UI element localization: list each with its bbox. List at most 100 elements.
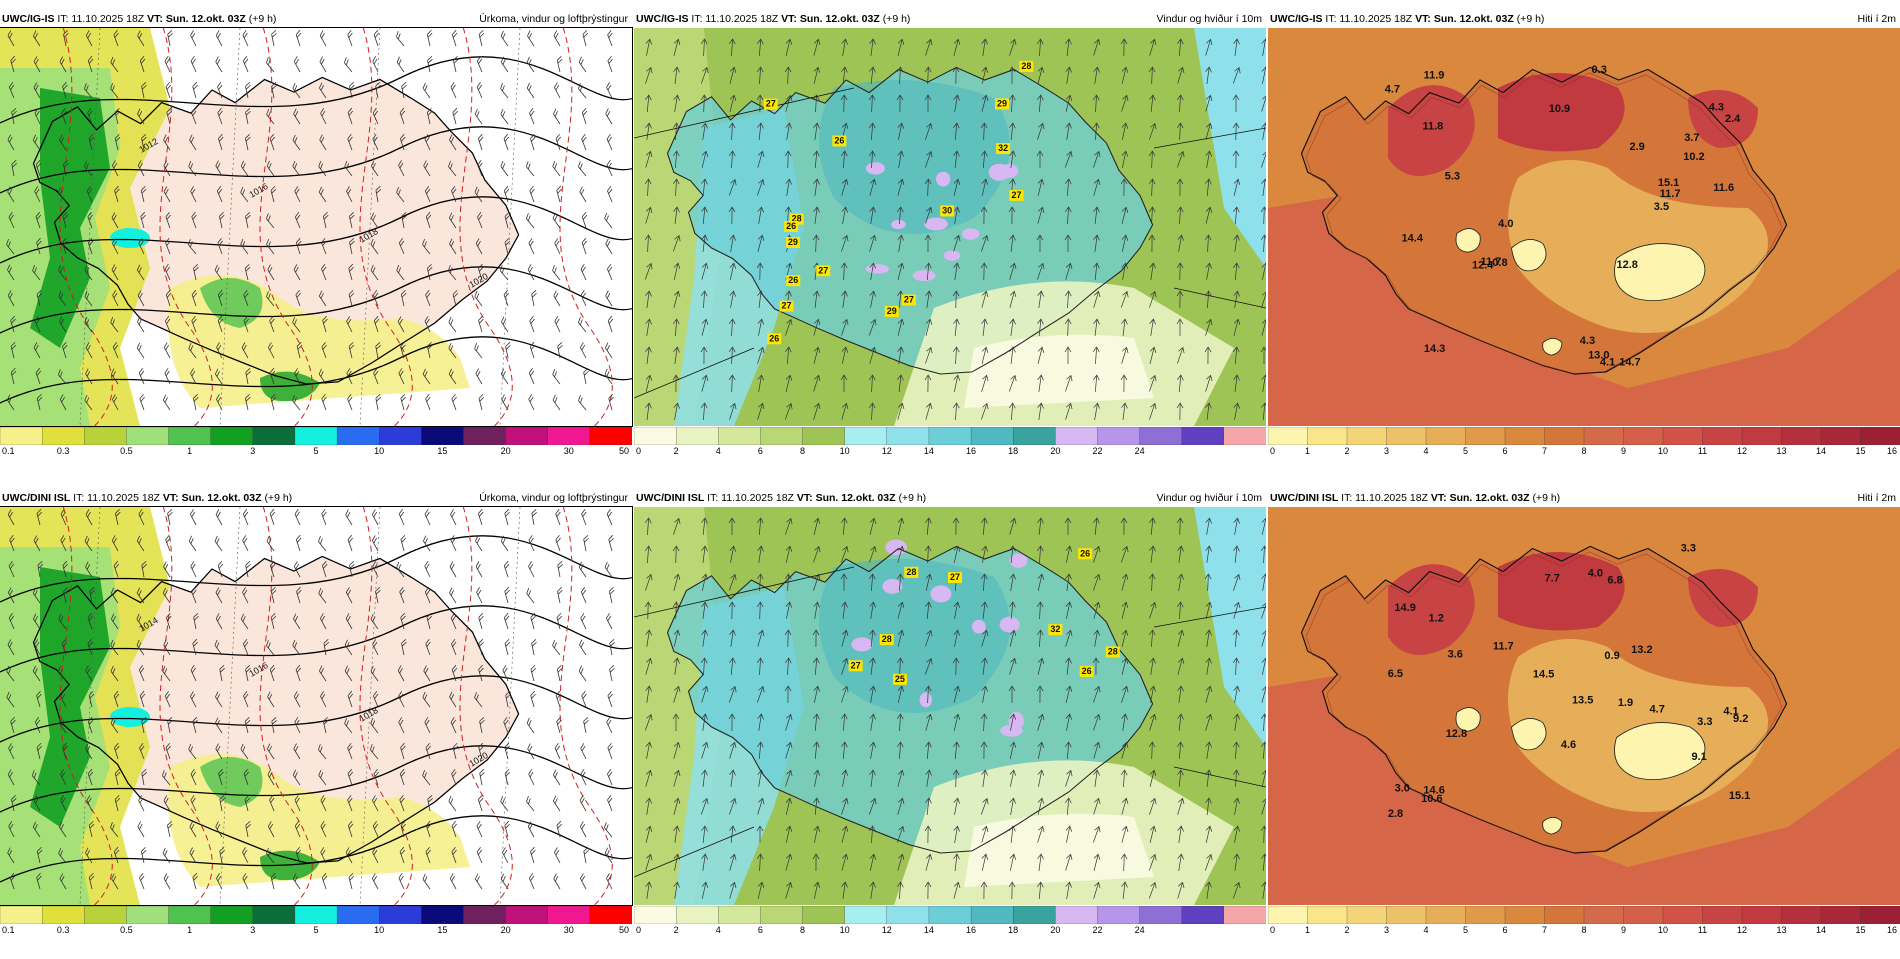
temp-label: 14.4: [1402, 232, 1424, 244]
colorbar-tick-label: 0.1: [2, 925, 15, 935]
colorbar-swatch: [1861, 906, 1900, 924]
colorbar-swatch: [1347, 427, 1387, 445]
valid-label: VT:: [147, 13, 163, 25]
precip-colorbar: [0, 427, 632, 445]
colorbar-tick-label: 18: [1008, 446, 1018, 456]
colorbar-tick-label: 0: [636, 925, 641, 935]
colorbar-tick-label: 7: [1542, 446, 1547, 456]
colorbar-swatch: [1505, 906, 1545, 924]
colorbar-swatch: [463, 427, 506, 445]
colorbar-swatch: [1821, 906, 1861, 924]
temp-label: 13.5: [1572, 694, 1593, 706]
temp-label: 11.7: [1660, 188, 1681, 200]
temp-label: 10.9: [1549, 103, 1570, 115]
colorbar-swatch: [169, 427, 212, 445]
colorbar-swatch: [42, 427, 85, 445]
svg-text:32: 32: [1050, 624, 1060, 634]
gust-label: 28: [1106, 646, 1120, 657]
colorbar-tick-label: 6: [758, 925, 763, 935]
colorbar-tick-label: 5: [1463, 446, 1468, 456]
colorbar-swatch: [1426, 906, 1466, 924]
colorbar-swatch: [971, 427, 1014, 445]
colorbar-tick-label: 5: [313, 925, 318, 935]
colorbar-tick-label: 0.3: [57, 925, 70, 935]
colorbar-tick-label: 1: [1305, 925, 1310, 935]
temp-label: 14.3: [1424, 343, 1445, 355]
svg-text:28: 28: [882, 634, 892, 644]
colorbar-tick-label: 6: [1502, 925, 1507, 935]
panel-header: UWC/DINI ISL IT: 11.10.2025 18Z VT: Sun.…: [1268, 489, 1900, 507]
colorbar-tick-label: 11: [1698, 446, 1707, 456]
colorbar-swatch: [421, 427, 464, 445]
colorbar-tick-label: 20: [1050, 446, 1060, 456]
temp-label: 5.3: [1445, 170, 1460, 182]
colorbar-swatch: [1140, 906, 1183, 924]
colorbar-swatch: [1426, 427, 1466, 445]
svg-text:25: 25: [895, 674, 905, 684]
svg-text:28: 28: [1021, 61, 1031, 71]
colorbar-tick-label: 13: [1776, 446, 1786, 456]
gust-label: 27: [816, 265, 830, 276]
gust-label: 26: [1078, 548, 1092, 559]
colorbar-swatch: [126, 427, 169, 445]
colorbar-tick-label: 8: [800, 446, 805, 456]
valid-label: VT:: [1415, 13, 1431, 25]
colorbar-tick-label: 8: [1581, 446, 1586, 456]
temp-label: 2.8: [1388, 808, 1403, 820]
temp-label: 4.3: [1580, 335, 1595, 347]
colorbar-tick-label: 9: [1621, 925, 1626, 935]
valid-time: Sun. 12.okt. 03Z: [1450, 492, 1530, 504]
model-name: UWC/DINI ISL: [2, 492, 70, 504]
colorbar-tick-label: 3: [250, 446, 255, 456]
svg-text:26: 26: [1082, 666, 1092, 676]
colorbar-swatch: [1224, 906, 1266, 924]
colorbar-tick-label: 15: [1855, 925, 1865, 935]
colorbar-swatch: [1182, 427, 1225, 445]
temp-label: 0.3: [1592, 64, 1607, 76]
model-name: UWC/DINI ISL: [636, 492, 704, 504]
temp-label: 4.6: [1561, 739, 1576, 751]
panel-header: UWC/IG-IS IT: 11.10.2025 18Z VT: Sun. 12…: [634, 10, 1266, 28]
colorbar-swatch: [1224, 427, 1266, 445]
colorbar-tick-label: 2: [674, 925, 679, 935]
colorbar-tick-label: 12: [1737, 446, 1747, 456]
gust-label: 27: [948, 572, 962, 583]
temp-label: 0.8: [1492, 257, 1507, 269]
colorbar-swatch: [676, 427, 719, 445]
colorbar-tick-label: 22: [1092, 925, 1102, 935]
panel-title: Vindur og hviður í 10m: [1157, 489, 1262, 507]
colorbar-swatch: [590, 906, 632, 924]
colorbar-swatch: [1821, 427, 1861, 445]
panel-header: UWC/IG-IS IT: 11.10.2025 18Z VT: Sun. 12…: [1268, 10, 1900, 28]
colorbar-tick-label: 0.3: [57, 446, 70, 456]
colorbar-swatch: [548, 427, 591, 445]
temp-label: 11.7: [1493, 640, 1514, 652]
colorbar-tick-label: 14: [924, 446, 934, 456]
temp-label: 4.0: [1588, 567, 1603, 579]
colorbar-tick-label: 20: [501, 446, 511, 456]
colorbar-swatch: [1347, 906, 1387, 924]
colorbar-swatch: [1663, 906, 1703, 924]
svg-text:27: 27: [766, 99, 776, 109]
colorbar-swatch: [0, 427, 43, 445]
colorbar-tick-label: 1: [187, 925, 192, 935]
svg-text:26: 26: [788, 275, 798, 285]
colorbar-swatch: [1097, 427, 1140, 445]
precip-colorbar: [0, 906, 632, 924]
panel-title: Úrkoma, vindur og loftþrýstingur: [479, 489, 628, 507]
gust-label: 27: [849, 660, 863, 671]
temp-label: 7.7: [1545, 572, 1560, 584]
temp-label: 0.9: [1604, 650, 1619, 662]
colorbar-swatch: [211, 427, 254, 445]
colorbar-swatch: [634, 906, 677, 924]
